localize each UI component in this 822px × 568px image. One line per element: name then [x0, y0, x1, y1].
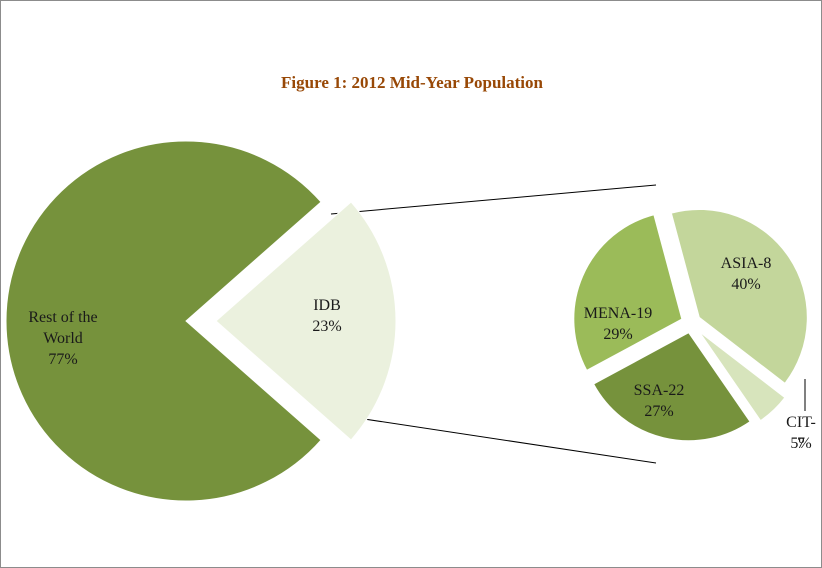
- slice-label: IDB: [313, 297, 341, 314]
- slice-label: MENA-19: [583, 305, 653, 322]
- slice-label: SSA-22: [633, 382, 685, 399]
- value-label: 40%: [731, 276, 761, 293]
- pie-slice: [698, 331, 786, 422]
- connector-line: [330, 413, 657, 464]
- pie-slice: [670, 208, 808, 385]
- chart-title: Figure 1: 2012 Mid-Year Population: [281, 73, 543, 92]
- pie-slice: [215, 201, 397, 441]
- pie-slice: [573, 214, 683, 372]
- value-label: 27%: [644, 403, 674, 420]
- slice-label: CIT-7: [786, 414, 816, 452]
- pie-slice: [5, 140, 322, 502]
- slice-label: Rest of the World: [28, 309, 98, 347]
- value-label: 29%: [603, 326, 633, 343]
- value-label: 77%: [48, 351, 78, 368]
- slice-label: ASIA-8: [720, 255, 772, 272]
- pie-slice: [592, 332, 751, 442]
- value-label: 5%: [790, 435, 812, 452]
- connector-line: [330, 184, 657, 215]
- value-label: 23%: [312, 318, 342, 335]
